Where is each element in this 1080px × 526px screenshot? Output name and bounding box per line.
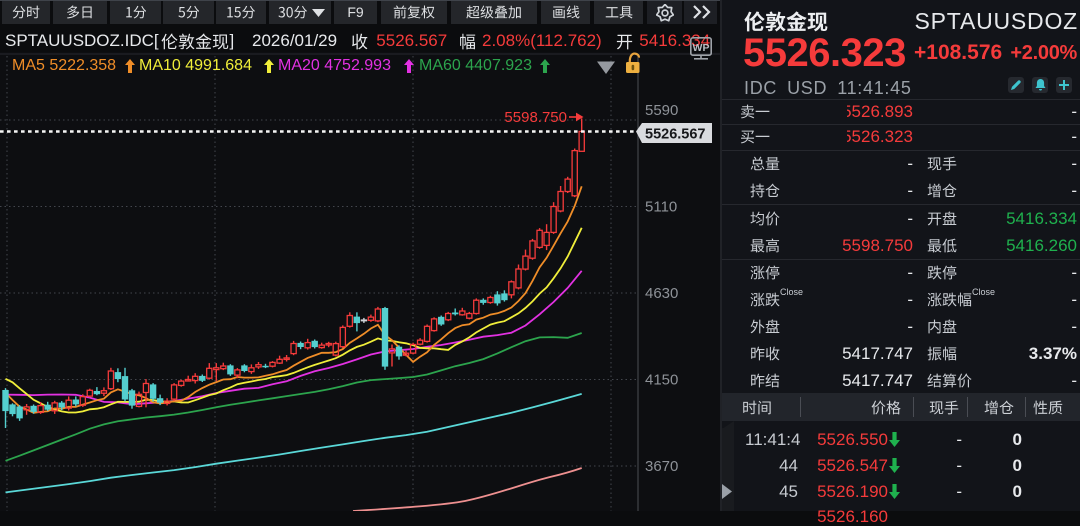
svg-text:3670: 3670	[645, 458, 678, 475]
svg-text:4630: 4630	[645, 285, 678, 302]
svg-text:5590: 5590	[645, 102, 678, 119]
svg-text:4150: 4150	[645, 372, 678, 389]
svg-text:WP: WP	[693, 42, 710, 54]
svg-text:5598.750: 5598.750	[504, 109, 567, 126]
svg-text:5526.567: 5526.567	[645, 126, 705, 142]
svg-text:5110: 5110	[645, 199, 677, 216]
